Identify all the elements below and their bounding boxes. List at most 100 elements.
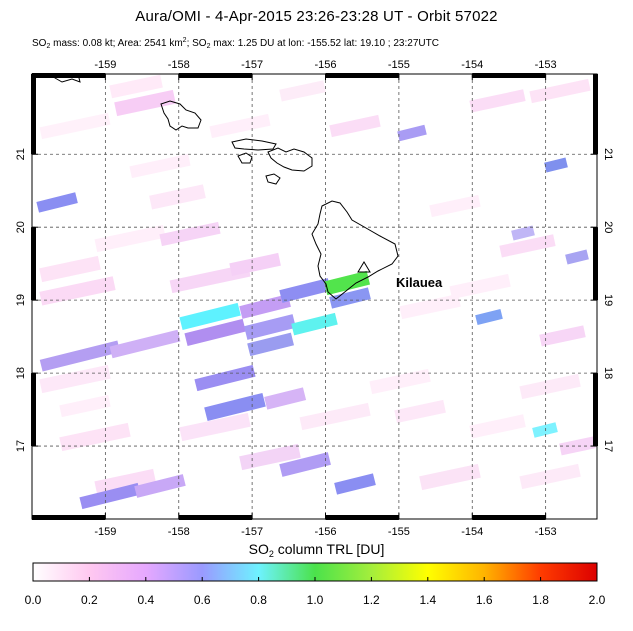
lon-tick-label-bottom: -157 (241, 526, 263, 538)
colorbar-title-sub: 2 (268, 549, 274, 559)
lon-tick-label-top: -154 (461, 59, 483, 71)
so2-pixel (194, 364, 256, 392)
lat-tick-label-left: 18 (15, 367, 27, 379)
so2-pixel (169, 263, 251, 294)
so2-pixel (36, 192, 78, 213)
so2-pixel (532, 422, 558, 438)
stats-max-text: max: 1.25 DU at lon: -155.52 lat: 19.10 … (210, 38, 439, 49)
lon-tick-label-top: -157 (241, 59, 263, 71)
so2-pixel (469, 414, 526, 439)
lon-tick-label-bottom: -153 (535, 526, 557, 538)
stats-mass-sub: 2 (46, 43, 51, 50)
stats-area-sup: 2 (182, 37, 187, 44)
lon-tick-label-bottom: -159 (94, 526, 116, 538)
so2-pixel (149, 184, 206, 210)
so2-pixel (369, 368, 431, 395)
lon-tick-label-top: -153 (535, 59, 557, 71)
so2-pixel (419, 463, 481, 491)
so2-pixel (179, 302, 241, 331)
so2-pixel (559, 436, 596, 456)
colorbar-title-rest: column TRL [DU] (273, 541, 385, 557)
frame-bar-bottom (325, 515, 399, 520)
stats-max-sub: 2 (206, 43, 211, 50)
so2-pixel (279, 452, 331, 477)
so2-pixel (209, 113, 271, 139)
so2-pixel (299, 402, 371, 431)
so2-pixel (499, 234, 556, 258)
lanai-coast (237, 152, 253, 164)
stats-mass-text: mass: 0.08 kt; Area: 2541 km (50, 38, 183, 49)
hawaii-coast (311, 200, 399, 300)
kahoolawe-coast (265, 173, 281, 185)
so2-pixel (79, 482, 141, 510)
so2-pixel (159, 221, 221, 247)
so2-pixel (279, 278, 331, 303)
lon-tick-label-top: -155 (388, 59, 410, 71)
so2-pixel (94, 468, 156, 495)
lat-tick-label-left: 17 (15, 440, 27, 452)
so2-pixel (519, 463, 581, 490)
so2-pixel (291, 312, 338, 336)
colorbar-tick-label: 1.2 (363, 593, 380, 607)
so2-pixel (397, 124, 427, 142)
so2-pixel (114, 89, 176, 117)
so2-pixel (334, 473, 376, 495)
colorbar-tick-label: 2.0 (589, 593, 606, 607)
colorbar-tick-label: 0.2 (81, 593, 98, 607)
colorbar-tick-label: 1.8 (532, 593, 549, 607)
so2-pixel (475, 309, 503, 325)
so2-pixel (519, 373, 581, 400)
frame-bar-top (32, 73, 106, 78)
colorbar-tick-label: 0.6 (194, 593, 211, 607)
lon-tick-label-bottom: -155 (388, 526, 410, 538)
so2-pixel (179, 412, 251, 442)
lat-tick-label-left: 20 (15, 221, 27, 233)
colorbar-tick-label: 1.0 (307, 593, 324, 607)
frame-bar-right (593, 227, 598, 301)
so2-pixel-layer (36, 74, 596, 510)
so2-pixel (109, 329, 181, 359)
so2-pixel (469, 89, 526, 113)
colorbar-tick-label: 0.0 (25, 593, 42, 607)
so2-pixel (247, 332, 295, 357)
frame-bar-bottom (178, 515, 253, 520)
so2-statistics: SO2 mass: 0.08 kt; Area: 2541 km2; SO2 m… (32, 37, 439, 50)
so2-pixel (39, 276, 116, 306)
frame-bar-left (31, 74, 36, 155)
frame-bar-bottom (32, 515, 106, 520)
volcano-label: Kilauea (396, 275, 443, 290)
lat-tick-label-right: 17 (602, 440, 614, 452)
so2-pixel (399, 293, 461, 320)
so2-pixel (39, 112, 111, 140)
colorbar-gradient (32, 562, 598, 582)
maui-coast (267, 147, 313, 172)
so2-pixel (94, 224, 166, 253)
so2-pixel (129, 153, 191, 179)
lon-tick-label-top: -159 (94, 59, 116, 71)
so2-pixel (394, 399, 446, 424)
so2-pixel (39, 340, 121, 372)
stats-mass-label: SO (32, 38, 47, 49)
so2-pixel (229, 252, 281, 277)
so2-pixel (244, 314, 296, 340)
so2-pixel (329, 287, 371, 309)
lon-tick-label-bottom: -154 (461, 526, 483, 538)
frame-bar-right (593, 373, 598, 447)
lon-tick-label-top: -158 (168, 59, 190, 71)
frame-bar-top (178, 73, 253, 78)
coastlines (49, 74, 399, 300)
frame-bar-right (593, 74, 598, 155)
lon-tick-label-top: -156 (314, 59, 336, 71)
so2-pixel (264, 387, 307, 410)
colorbar-tick-label: 1.4 (419, 593, 436, 607)
map-background (32, 74, 597, 519)
stats-sep: ; SO (186, 38, 207, 49)
so2-pixel (59, 394, 111, 418)
colorbar-tick-label: 1.6 (476, 593, 493, 607)
so2-pixel (239, 443, 301, 471)
so2-pixel (529, 78, 591, 104)
lat-tick-label-right: 18 (602, 367, 614, 379)
so2-pixel (539, 325, 586, 347)
colorbar-title-main: SO (248, 541, 269, 557)
so2-pixel (449, 273, 511, 300)
